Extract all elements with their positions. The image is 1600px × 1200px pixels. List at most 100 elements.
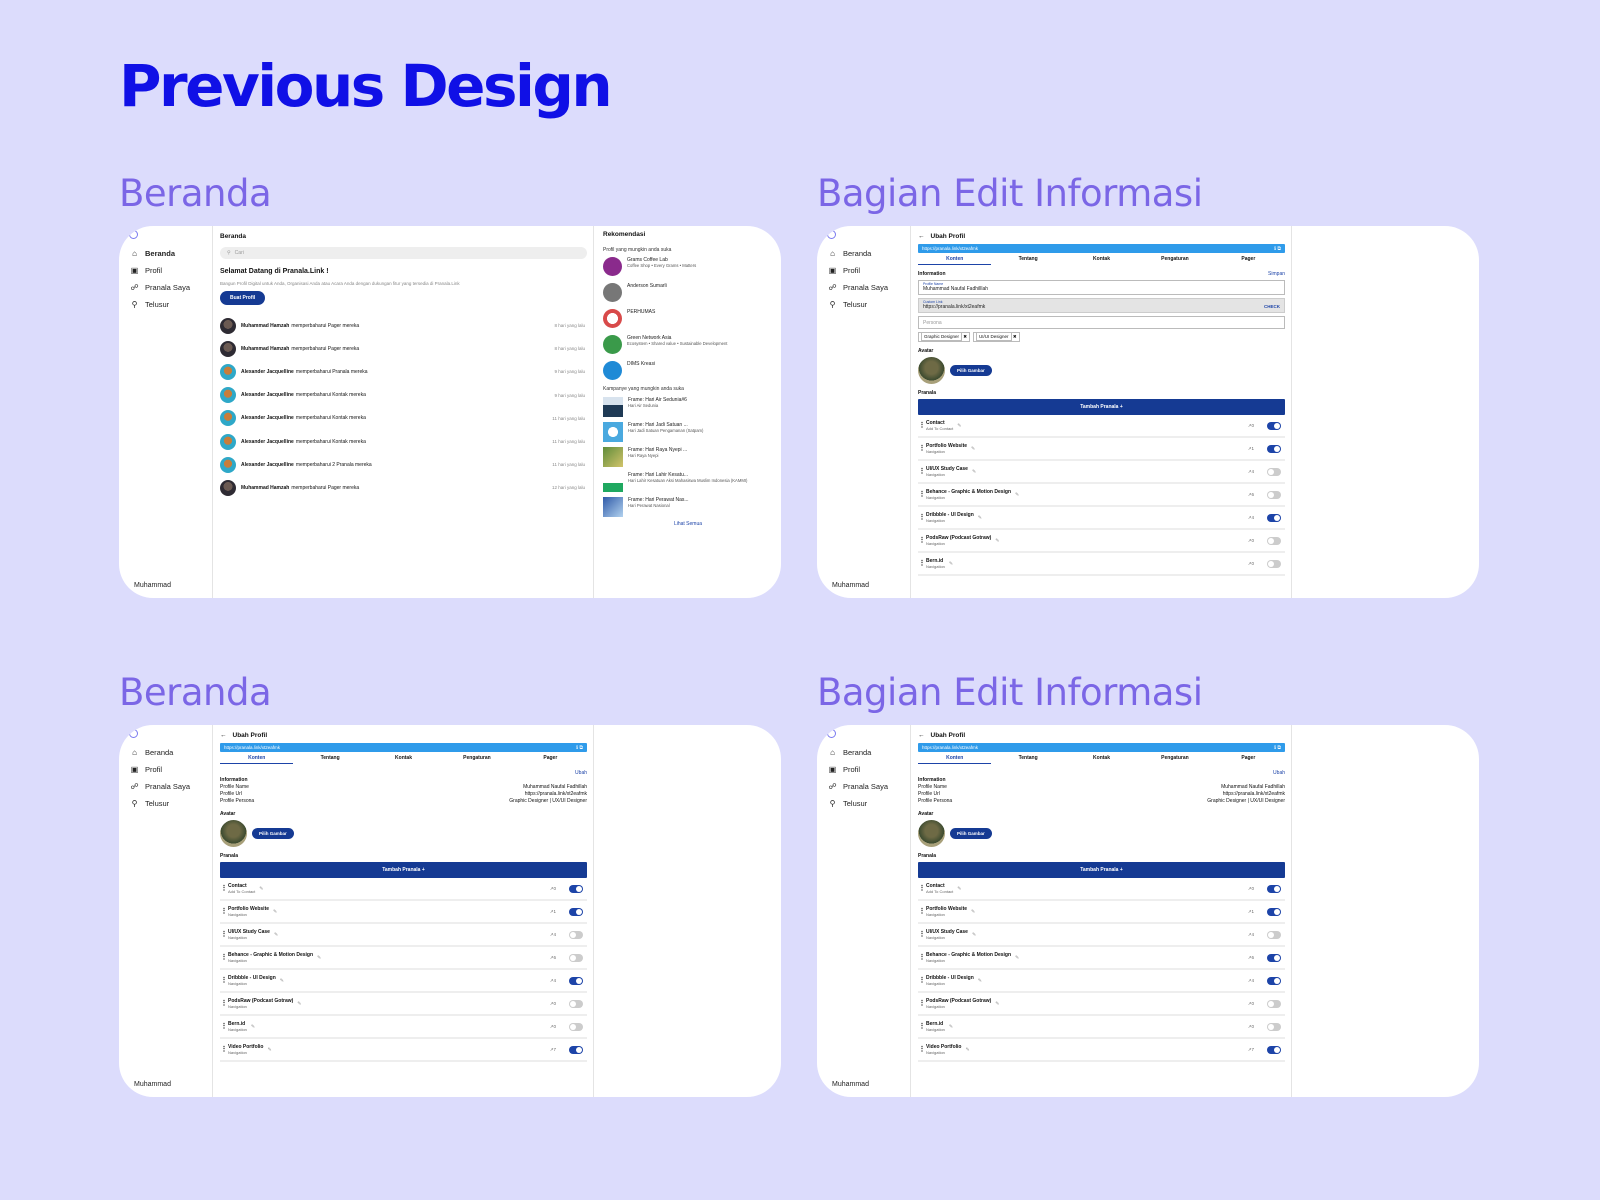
add-pranala-button[interactable]: Tambah Pranala + (220, 862, 587, 878)
drag-handle-icon[interactable]: ⋮ (918, 976, 926, 984)
edit-icon[interactable]: ✎ (977, 514, 982, 521)
feed-item[interactable]: Muhammad Hamzah memperbaharui Pager merek… (220, 337, 587, 360)
visibility-toggle[interactable] (1267, 907, 1281, 916)
drag-handle-icon[interactable]: ⋮ (918, 513, 926, 521)
edit-icon[interactable]: ✎ (273, 908, 278, 915)
drag-handle-icon[interactable]: ⋮ (918, 930, 926, 938)
pranala-item[interactable]: ⋮ Bern.id Navigation ✎ ↗0 (918, 553, 1285, 576)
tab-kontak[interactable]: Kontak (1093, 256, 1110, 262)
edit-icon[interactable]: ✎ (971, 445, 976, 452)
pranala-item[interactable]: ⋮ Dribbble - UI Design Navigation ✎ ↗4 (918, 970, 1285, 993)
drag-handle-icon[interactable]: ⋮ (918, 953, 926, 961)
tab-pager[interactable]: Pager (1241, 256, 1256, 262)
tab-konten[interactable]: Konten (918, 256, 992, 265)
tab-tentang[interactable]: Tentang (320, 755, 340, 761)
drag-handle-icon[interactable]: ⋮ (220, 999, 228, 1007)
profile-recommendation[interactable]: DIMS Kreasi (603, 361, 773, 383)
pranala-item[interactable]: ⋮ Contact Add To Contact ✎ ↗0 (918, 878, 1285, 901)
visibility-toggle[interactable] (569, 976, 583, 985)
pranala-item[interactable]: ⋮ UI/UX Study Case Navigation ✎ ↗4 (220, 924, 587, 947)
edit-icon[interactable]: ✎ (317, 954, 322, 961)
drag-handle-icon[interactable]: ⋮ (918, 999, 926, 1007)
visibility-toggle[interactable] (569, 884, 583, 893)
edit-icon[interactable]: ✎ (273, 931, 279, 938)
pick-image-button[interactable]: Pilih Gambar (252, 828, 294, 839)
visibility-toggle[interactable] (1267, 953, 1281, 962)
campaign-item[interactable]: Frame: Hari Jadi Satuan ... Hari Jadi Sat… (603, 422, 773, 442)
edit-icon[interactable]: ✎ (948, 1023, 954, 1030)
visibility-toggle[interactable] (1267, 421, 1281, 430)
visibility-toggle[interactable] (1267, 513, 1281, 522)
profile-recommendation[interactable]: Grams Coffee Lab Coffee Shop • Every Gram… (603, 257, 773, 279)
visibility-toggle[interactable] (1267, 559, 1281, 568)
pick-image-button[interactable]: Pilih Gambar (950, 365, 992, 376)
profile-recommendation[interactable]: Green Network Asia Ecosystem • Shared val… (603, 335, 773, 357)
back-arrow-icon[interactable]: ← (918, 232, 925, 240)
persona-chip[interactable]: Graphic Designer ✖ (918, 332, 971, 342)
tab-pager[interactable]: Pager (1241, 755, 1256, 761)
tab-tentang[interactable]: Tentang (1018, 256, 1038, 262)
pranala-item[interactable]: ⋮ Dribbble - UI Design Navigation ✎ ↗4 (918, 507, 1285, 530)
visibility-toggle[interactable] (1267, 1045, 1281, 1054)
pranala-item[interactable]: ⋮ Video Portfolio Navigation ✎ ↗7 (918, 1039, 1285, 1062)
drag-handle-icon[interactable]: ⋮ (918, 421, 926, 429)
drag-handle-icon[interactable]: ⋮ (220, 930, 228, 938)
sidebar-item-profil[interactable]: ▣ Profil (130, 266, 163, 275)
visibility-toggle[interactable] (1267, 1022, 1281, 1031)
pranala-item[interactable]: ⋮ PodsRaw (Podcast Gotraw) Navigation ✎ ↗0 (220, 993, 587, 1016)
pranala-item[interactable]: ⋮ Bern.id Navigation ✎ ↗0 (918, 1016, 1285, 1039)
edit-icon[interactable]: ✎ (971, 908, 976, 915)
visibility-toggle[interactable] (1267, 930, 1281, 939)
profile-name-field[interactable]: Profile Name Muhammad Naufal Fadhilllah (918, 280, 1285, 295)
drag-handle-icon[interactable]: ⋮ (220, 976, 228, 984)
visibility-toggle[interactable] (569, 930, 583, 939)
edit-icon[interactable]: ✎ (279, 977, 284, 984)
sidebar-item-telusur[interactable]: ⚲ Telusur (131, 799, 170, 808)
drag-handle-icon[interactable]: ⋮ (918, 536, 926, 544)
user-name[interactable]: Muhammad (134, 1081, 171, 1088)
visibility-toggle[interactable] (569, 953, 583, 962)
visibility-toggle[interactable] (569, 1022, 583, 1031)
add-pranala-button[interactable]: Tambah Pranala + (918, 399, 1285, 415)
visibility-toggle[interactable] (1267, 536, 1281, 545)
edit-icon[interactable]: ✎ (957, 885, 962, 892)
tab-kontak[interactable]: Kontak (1093, 755, 1110, 761)
campaign-item[interactable]: Frame: Hari Raya Nyepi ... Hari Raya Nyep… (603, 447, 773, 467)
sidebar-item-pranala-saya[interactable]: ☍ Pranala Saya (130, 283, 191, 292)
tab-konten[interactable]: Konten (918, 755, 992, 764)
sidebar-item-telusur[interactable]: ⚲ Telusur (131, 300, 170, 309)
see-all-link[interactable]: Lihat Semua (673, 521, 703, 527)
tab-pengaturan[interactable]: Pengaturan (463, 755, 491, 761)
profile-url-bar[interactable]: https://pranala.link/xt2eafmk ℹ ⧉ (220, 743, 587, 752)
campaign-item[interactable]: Frame: Hari Lahir Kesatu... Hari Lahir Ke… (603, 472, 773, 492)
drag-handle-icon[interactable]: ⋮ (918, 1045, 926, 1053)
visibility-toggle[interactable] (1267, 490, 1281, 499)
pranala-item[interactable]: ⋮ PodsRaw (Podcast Gotraw) Navigation ✎ ↗0 (918, 530, 1285, 553)
drag-handle-icon[interactable]: ⋮ (220, 1022, 228, 1030)
visibility-toggle[interactable] (1267, 884, 1281, 893)
edit-icon[interactable]: ✎ (1015, 954, 1020, 961)
pranala-item[interactable]: ⋮ PodsRaw (Podcast Gotraw) Navigation ✎ ↗0 (918, 993, 1285, 1016)
pranala-item[interactable]: ⋮ Dribbble - UI Design Navigation ✎ ↗4 (220, 970, 587, 993)
copy-share-icon[interactable]: ℹ ⧉ (1274, 744, 1281, 751)
user-name[interactable]: Muhammad (832, 582, 869, 589)
copy-share-icon[interactable]: ℹ ⧉ (1274, 245, 1281, 252)
drag-handle-icon[interactable]: ⋮ (918, 490, 926, 498)
profile-recommendation[interactable]: Anderson Sumarli (603, 283, 773, 305)
edit-icon[interactable]: ✎ (957, 422, 962, 429)
sidebar-item-beranda[interactable]: ⌂ Beranda (828, 249, 871, 258)
drag-handle-icon[interactable]: ⋮ (220, 884, 228, 892)
edit-icon[interactable]: ✎ (948, 560, 954, 567)
feed-item[interactable]: Alexander Jacquelline memperbaharui 2 Pra… (220, 453, 587, 476)
edit-icon[interactable]: ✎ (250, 1023, 256, 1030)
sidebar-item-profil[interactable]: ▣ Profil (828, 765, 861, 774)
profile-recommendation[interactable]: PERHUMAS (603, 309, 773, 331)
drag-handle-icon[interactable]: ⋮ (918, 467, 926, 475)
change-link[interactable]: Ubah (1273, 770, 1285, 776)
pranala-item[interactable]: ⋮ Behance - Graphic & Motion Design Naviga… (918, 484, 1285, 507)
sidebar-item-pranala-saya[interactable]: ☍ Pranala Saya (828, 782, 889, 791)
tab-tentang[interactable]: Tentang (1018, 755, 1038, 761)
visibility-toggle[interactable] (569, 999, 583, 1008)
sidebar-item-telusur[interactable]: ⚲ Telusur (829, 300, 868, 309)
pranala-item[interactable]: ⋮ Video Portfolio Navigation ✎ ↗7 (220, 1039, 587, 1062)
